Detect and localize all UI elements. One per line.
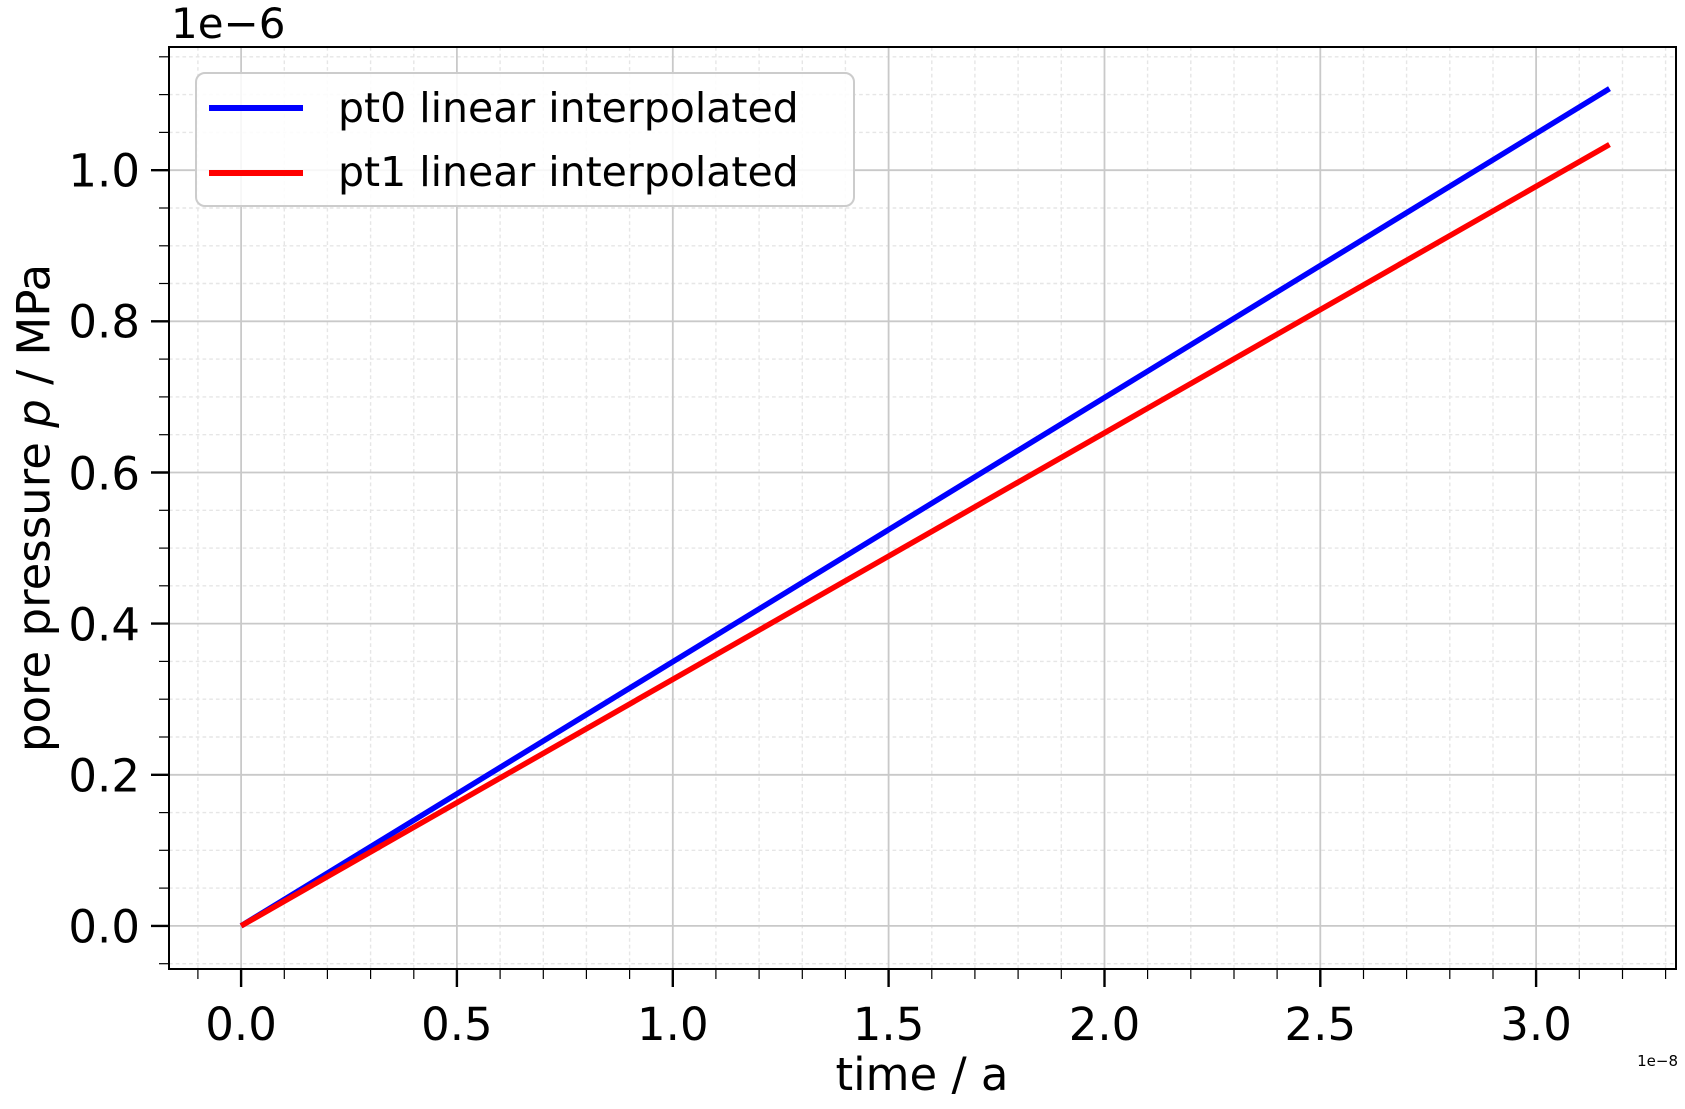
axis-tick-marks xyxy=(151,56,1667,987)
series-line-pt1 xyxy=(239,142,1611,929)
x-axis-offset-text: 1e−8 xyxy=(1637,1052,1678,1070)
y-tick-label: 0.6 xyxy=(68,446,140,500)
y-axis-label: pore pressure p / MPa xyxy=(8,264,61,752)
x-axis-label: time / a xyxy=(835,1048,1009,1101)
x-tick-label: 1.0 xyxy=(637,998,709,1051)
y-axis-label-suffix: / MPa xyxy=(7,263,61,400)
data-lines xyxy=(239,86,1611,929)
x-tick-label: 2.0 xyxy=(1068,998,1141,1051)
legend-entry-pt1: pt1 linear interpolated xyxy=(209,141,853,206)
legend: pt0 linear interpolated pt1 linear interp… xyxy=(195,72,855,207)
y-axis-offset-text: 1e−6 xyxy=(171,0,286,48)
legend-line-sample-pt1 xyxy=(209,169,303,176)
legend-entry-pt0: pt0 linear interpolated xyxy=(209,76,853,141)
x-tick-label: 2.5 xyxy=(1284,998,1357,1051)
x-tick-label: 1.5 xyxy=(852,998,925,1051)
y-tick-label: 0.8 xyxy=(68,295,140,349)
y-tick-label: 0.4 xyxy=(68,597,140,651)
legend-label-pt0: pt0 linear interpolated xyxy=(338,83,799,132)
minor-grid-lines xyxy=(169,47,1676,969)
legend-label-pt1: pt1 linear interpolated xyxy=(338,148,799,197)
series-line-pt0 xyxy=(239,86,1611,929)
major-grid-lines xyxy=(169,47,1676,969)
legend-line-sample-pt0 xyxy=(209,105,303,112)
y-tick-label: 0.0 xyxy=(68,900,140,954)
y-axis-label-symbol-p: p xyxy=(7,399,61,428)
x-tick-label: 0.5 xyxy=(421,998,493,1051)
y-axis-label-prefix: pore pressure xyxy=(7,427,61,753)
x-tick-label: 3.0 xyxy=(1500,998,1572,1051)
y-tick-label: 1.0 xyxy=(68,144,140,198)
x-tick-label: 0.0 xyxy=(205,998,277,1051)
axes-spines xyxy=(168,46,1677,970)
y-tick-label: 0.2 xyxy=(68,749,140,803)
